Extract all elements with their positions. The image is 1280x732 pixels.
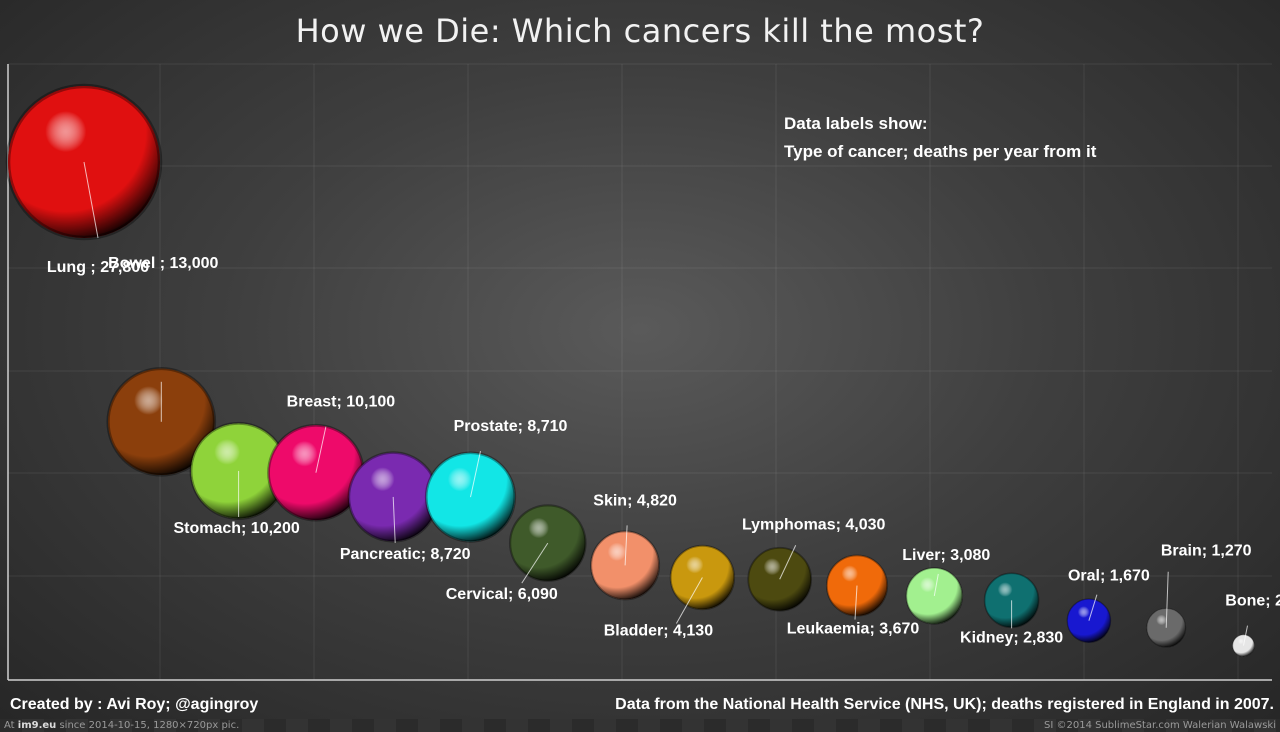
leader-line-liver bbox=[933, 573, 939, 597]
data-label-stomach: Stomach; 10,200 bbox=[173, 520, 299, 537]
bubble-liver-rim bbox=[905, 567, 964, 625]
bubble-lung-rim bbox=[5, 83, 163, 241]
data-label-kidney: Kidney; 2,830 bbox=[960, 629, 1063, 646]
data-label-bowel: Bowel ; 13,000 bbox=[108, 255, 218, 272]
data-label-bladder: Bladder; 4,130 bbox=[604, 623, 713, 640]
leader-lines bbox=[83, 161, 1248, 646]
chart-title: How we Die: Which cancers kill the most? bbox=[295, 12, 985, 50]
note-line-2: Type of cancer; deaths per year from it bbox=[784, 142, 1097, 161]
bubble-bone-rim bbox=[1232, 634, 1255, 657]
data-label-breast: Breast; 10,100 bbox=[287, 394, 396, 411]
data-label-bone: Bone; 250 bbox=[1225, 593, 1280, 610]
leader-line-bone bbox=[1243, 625, 1248, 646]
note-line-1: Data labels show: bbox=[784, 114, 928, 133]
leader-line-cervical bbox=[521, 542, 549, 584]
leader-line-brain bbox=[1165, 571, 1169, 628]
data-label-lymphomas: Lymphomas; 4,030 bbox=[742, 516, 886, 533]
bubble-leukaemia-rim bbox=[825, 554, 889, 617]
leader-line-leukaemia bbox=[854, 585, 858, 620]
host-strip: At im9.eu since 2014-10-15, 1280×720px p… bbox=[0, 719, 1280, 732]
source-text: Data from the National Health Service (N… bbox=[615, 696, 1274, 713]
data-label-skin: Skin; 4,820 bbox=[593, 492, 677, 509]
host-prefix: At bbox=[4, 720, 18, 731]
bubble-brain[interactable] bbox=[1146, 608, 1186, 648]
data-label-leukaemia: Leukaemia; 3,670 bbox=[787, 621, 920, 638]
bubble-bowel-rim bbox=[106, 366, 217, 477]
host-suffix: since 2014-10-15, 1280×720px pic. bbox=[56, 720, 240, 731]
leader-line-lymphomas bbox=[779, 545, 797, 580]
bubble-lymphomas-rim bbox=[747, 546, 813, 612]
data-label-pancreatic: Pancreatic; 8,720 bbox=[340, 546, 471, 563]
data-label-note: Data labels show: Type of cancer; deaths… bbox=[784, 110, 1096, 166]
data-label-lung: Lung ; 27,800 bbox=[47, 259, 149, 276]
leader-line-prostate bbox=[470, 450, 481, 498]
host-caption: At im9.eu since 2014-10-15, 1280×720px p… bbox=[4, 719, 239, 732]
data-label-oral: Oral; 1,670 bbox=[1068, 568, 1150, 585]
leader-line-breast bbox=[315, 426, 327, 473]
watermark-text: SI ©2014 SublimeStar.com Walerian Walaws… bbox=[1044, 720, 1276, 731]
credit-text: Created by : Avi Roy; @agingroy bbox=[10, 696, 259, 713]
data-label-liver: Liver; 3,080 bbox=[902, 547, 990, 564]
bubble-skin-rim bbox=[590, 530, 661, 601]
data-label-prostate: Prostate; 8,710 bbox=[454, 418, 568, 435]
bubble-brain-rim bbox=[1146, 607, 1187, 648]
bubble-bladder-rim bbox=[669, 544, 736, 611]
leader-line-lung bbox=[83, 161, 99, 239]
leader-line-bladder bbox=[675, 577, 703, 624]
bubble-oral-rim bbox=[1066, 598, 1112, 643]
leader-line-oral bbox=[1088, 594, 1098, 621]
leader-line-pancreatic bbox=[392, 496, 396, 543]
leader-line-skin bbox=[624, 525, 628, 566]
data-label-cervical: Cervical; 6,090 bbox=[446, 586, 558, 603]
bubble-cervical-rim bbox=[508, 504, 587, 582]
data-label-brain: Brain; 1,270 bbox=[1161, 543, 1252, 560]
host-site-link[interactable]: im9.eu bbox=[17, 720, 57, 731]
bubble-prostate-rim bbox=[424, 451, 517, 543]
